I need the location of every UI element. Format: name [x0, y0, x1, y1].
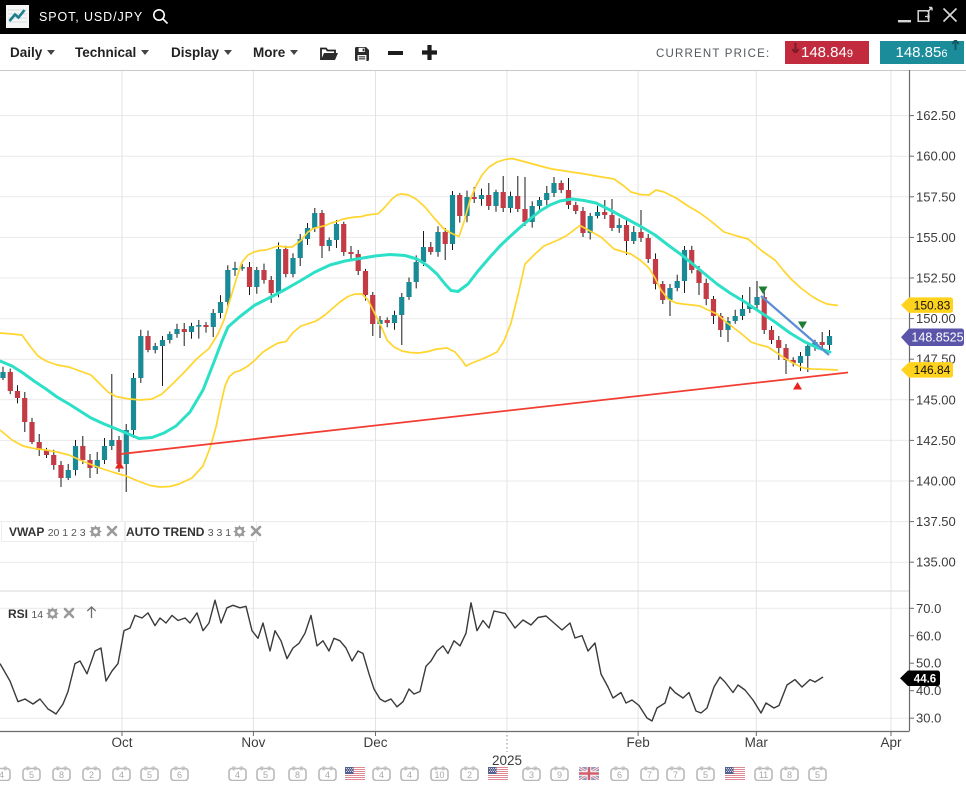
svg-text:Nov: Nov — [241, 735, 265, 750]
svg-text:5: 5 — [147, 770, 152, 780]
svg-text:Apr: Apr — [880, 735, 902, 750]
svg-text:4: 4 — [0, 770, 4, 780]
svg-text:40.0: 40.0 — [916, 683, 941, 698]
svg-text:Dec: Dec — [363, 735, 387, 750]
svg-text:135.00: 135.00 — [916, 555, 956, 570]
svg-text:140.00: 140.00 — [916, 474, 956, 489]
svg-text:142.50: 142.50 — [916, 433, 956, 448]
svg-text:44.6: 44.6 — [914, 673, 936, 685]
svg-text:4: 4 — [235, 770, 240, 780]
svg-text:145.00: 145.00 — [916, 392, 956, 407]
svg-text:Feb: Feb — [626, 735, 649, 750]
svg-text:4: 4 — [407, 770, 412, 780]
svg-text:2025: 2025 — [492, 753, 522, 768]
svg-text:152.50: 152.50 — [916, 271, 956, 286]
svg-text:5: 5 — [703, 770, 708, 780]
svg-text:2: 2 — [467, 770, 472, 780]
svg-text:160.00: 160.00 — [916, 149, 956, 164]
svg-text:5: 5 — [29, 770, 34, 780]
svg-text:137.50: 137.50 — [916, 514, 956, 529]
svg-text:7: 7 — [647, 770, 652, 780]
svg-text:157.50: 157.50 — [916, 189, 956, 204]
svg-text:8: 8 — [295, 770, 300, 780]
svg-text:7: 7 — [673, 770, 678, 780]
svg-text:70.0: 70.0 — [916, 601, 941, 616]
svg-text:6: 6 — [177, 770, 182, 780]
svg-text:2: 2 — [89, 770, 94, 780]
svg-text:148.8525: 148.8525 — [911, 331, 963, 345]
svg-text:30.0: 30.0 — [916, 711, 941, 726]
svg-text:155.00: 155.00 — [916, 230, 956, 245]
svg-text:146.84: 146.84 — [914, 363, 951, 377]
svg-text:50.0: 50.0 — [916, 656, 941, 671]
svg-text:60.0: 60.0 — [916, 628, 941, 643]
svg-text:9: 9 — [557, 770, 562, 780]
svg-text:5: 5 — [263, 770, 268, 780]
svg-text:4: 4 — [325, 770, 330, 780]
svg-text:4: 4 — [379, 770, 384, 780]
svg-text:150.00: 150.00 — [916, 311, 956, 326]
svg-text:10: 10 — [434, 770, 444, 780]
svg-text:Oct: Oct — [111, 735, 132, 750]
svg-text:150.83: 150.83 — [914, 298, 951, 312]
svg-text:8: 8 — [59, 770, 64, 780]
svg-text:3: 3 — [529, 770, 534, 780]
svg-text:11: 11 — [759, 770, 768, 780]
svg-text:5: 5 — [815, 770, 820, 780]
svg-text:6: 6 — [617, 770, 622, 780]
svg-text:4: 4 — [119, 770, 124, 780]
svg-text:162.50: 162.50 — [916, 108, 956, 123]
svg-text:8: 8 — [787, 770, 792, 780]
svg-text:Mar: Mar — [745, 735, 769, 750]
